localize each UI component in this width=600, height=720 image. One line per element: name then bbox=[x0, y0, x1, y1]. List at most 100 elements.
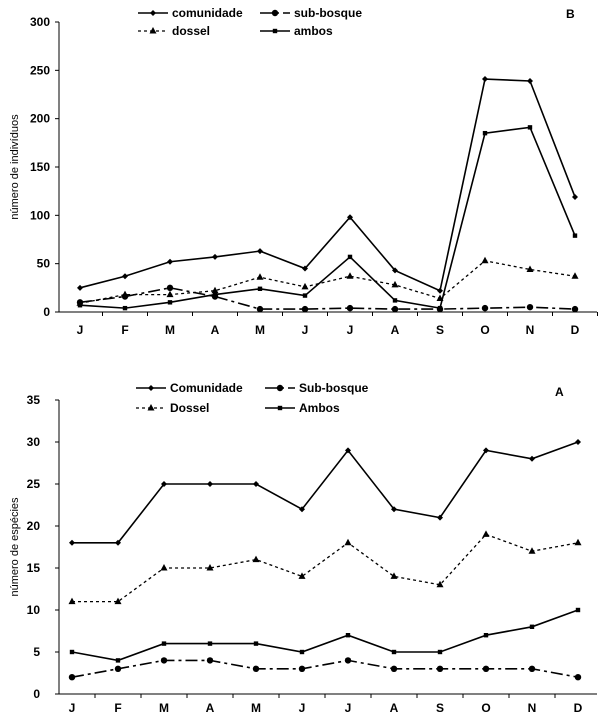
legend-marker bbox=[272, 28, 278, 34]
data-point-dossel bbox=[206, 564, 214, 571]
data-point-ambos bbox=[527, 125, 533, 130]
y-tick-label: 20 bbox=[27, 519, 41, 533]
x-tick-label: A bbox=[206, 701, 215, 715]
data-point-ambos bbox=[257, 286, 263, 291]
y-tick-label: 10 bbox=[27, 603, 41, 617]
series-line-sub-bosque bbox=[79, 287, 576, 310]
data-point-comunidade bbox=[572, 193, 578, 200]
data-point-comunidade bbox=[302, 265, 308, 272]
data-point-sub-bosque bbox=[68, 674, 76, 681]
data-point-sub-bosque bbox=[391, 305, 399, 313]
legend-label: sub-bosque bbox=[294, 6, 362, 20]
data-point-dossel bbox=[256, 273, 264, 280]
data-point-ambos bbox=[69, 649, 75, 655]
data-point-ambos bbox=[437, 305, 443, 311]
x-tick-label: S bbox=[436, 701, 444, 715]
y-tick-label: 300 bbox=[30, 15, 50, 29]
series-ambos bbox=[69, 607, 581, 663]
legend-entry-sub-bosque: sub-bosque bbox=[260, 6, 362, 20]
data-point-dossel bbox=[390, 572, 398, 579]
data-point-sub-bosque bbox=[390, 665, 398, 672]
x-tick-label: M bbox=[165, 323, 175, 337]
data-point-comunidade bbox=[299, 506, 305, 513]
data-point-dossel bbox=[346, 272, 354, 279]
data-point-comunidade bbox=[77, 284, 83, 291]
data-point-dossel bbox=[526, 265, 534, 272]
series-line-ambos bbox=[79, 126, 576, 310]
data-point-dossel bbox=[528, 547, 536, 554]
data-point-ambos bbox=[122, 305, 128, 311]
data-point-comunidade bbox=[257, 248, 263, 255]
x-tick-label: J bbox=[77, 323, 84, 337]
data-point-comunidade bbox=[529, 455, 535, 462]
data-point-dossel bbox=[211, 286, 219, 294]
x-tick-label: D bbox=[571, 323, 580, 337]
series-line-sub-bosque bbox=[71, 659, 579, 678]
data-point-comunidade bbox=[115, 539, 121, 546]
data-point-dossel bbox=[121, 290, 129, 298]
y-axis-title: número de indivíduos bbox=[9, 114, 21, 220]
data-point-comunidade bbox=[437, 287, 443, 294]
legend-marker bbox=[277, 405, 283, 411]
series-comunidade bbox=[77, 76, 578, 294]
data-point-dossel bbox=[298, 572, 306, 579]
x-tick-label: N bbox=[526, 323, 535, 337]
data-point-comunidade bbox=[161, 481, 167, 487]
panel-label: A bbox=[555, 385, 564, 399]
data-point-comunidade bbox=[527, 77, 533, 84]
data-point-ambos bbox=[391, 649, 397, 655]
series-ambos bbox=[77, 125, 578, 311]
legend-marker bbox=[147, 404, 155, 411]
data-point-ambos bbox=[253, 641, 259, 646]
data-point-sub-bosque bbox=[528, 665, 536, 672]
data-point-sub-bosque bbox=[166, 284, 174, 292]
data-point-comunidade bbox=[575, 439, 581, 445]
y-tick-label: 0 bbox=[43, 305, 50, 319]
legend-entry-sub-bosque: Sub-bosque bbox=[265, 381, 369, 395]
x-tick-label: D bbox=[574, 701, 583, 715]
series-sub-bosque bbox=[68, 657, 582, 681]
legend-marker bbox=[148, 385, 154, 391]
y-tick-label: 35 bbox=[27, 393, 41, 407]
data-point-dossel bbox=[160, 564, 168, 571]
legend-entry-comunidade: comunidade bbox=[138, 6, 243, 20]
y-tick-label: 150 bbox=[30, 160, 50, 174]
data-point-comunidade bbox=[483, 447, 489, 454]
data-point-sub-bosque bbox=[571, 305, 579, 313]
x-tick-label: A bbox=[391, 323, 400, 337]
data-point-ambos bbox=[302, 293, 308, 298]
legend-label: ambos bbox=[294, 24, 333, 38]
data-point-ambos bbox=[483, 633, 489, 638]
legend-entry-ambos: Ambos bbox=[265, 401, 340, 415]
legend-label: Ambos bbox=[299, 401, 340, 415]
legend-entry-dossel: Dossel bbox=[136, 401, 209, 415]
data-point-sub-bosque bbox=[256, 305, 264, 313]
data-point-sub-bosque bbox=[346, 304, 354, 312]
data-point-sub-bosque bbox=[481, 304, 489, 312]
x-tick-label: S bbox=[436, 323, 444, 337]
data-point-comunidade bbox=[392, 267, 398, 274]
data-point-ambos bbox=[345, 633, 351, 638]
data-point-comunidade bbox=[482, 76, 488, 83]
data-point-dossel bbox=[301, 282, 309, 290]
x-tick-label: A bbox=[390, 701, 399, 715]
data-point-dossel bbox=[574, 538, 582, 546]
legend-entry-comunidade: Comunidade bbox=[136, 381, 243, 395]
data-point-comunidade bbox=[212, 253, 218, 260]
data-point-sub-bosque bbox=[301, 305, 309, 313]
data-point-ambos bbox=[77, 303, 83, 308]
data-point-ambos bbox=[167, 300, 173, 305]
data-point-ambos bbox=[572, 233, 578, 238]
legend-marker bbox=[149, 27, 157, 34]
data-point-comunidade bbox=[253, 481, 259, 487]
data-point-dossel bbox=[571, 272, 579, 279]
data-point-comunidade bbox=[207, 481, 213, 487]
data-point-ambos bbox=[347, 254, 353, 260]
y-tick-label: 30 bbox=[27, 435, 41, 449]
series-line-ambos bbox=[71, 609, 579, 662]
x-tick-label: F bbox=[121, 323, 128, 337]
data-point-ambos bbox=[529, 624, 535, 629]
